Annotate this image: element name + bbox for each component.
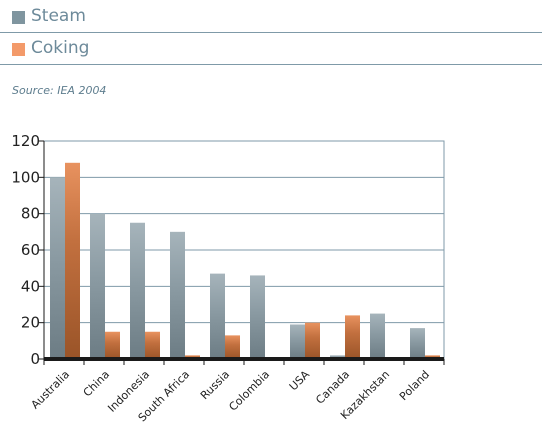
- bar-steam: [410, 328, 425, 359]
- bar-steam: [290, 324, 305, 359]
- y-tick-label: 0: [30, 350, 40, 368]
- bar-steam: [170, 231, 185, 359]
- legend-steam-swatch: [12, 11, 25, 24]
- legend-coking-swatch: [12, 43, 25, 56]
- x-category-label: Colombia: [226, 368, 272, 414]
- bar-steam: [130, 222, 145, 359]
- bar-coking: [105, 331, 120, 359]
- bar-coking: [345, 315, 360, 359]
- x-category-label: Poland: [397, 368, 432, 403]
- legend-steam: Steam: [0, 2, 542, 33]
- x-category-label: Australia: [29, 368, 73, 412]
- axis-layer: [38, 140, 445, 365]
- bar-steam: [90, 213, 105, 359]
- y-tick-label: 80: [21, 205, 40, 223]
- y-tick-label: 100: [11, 168, 40, 186]
- x-category-label: China: [81, 368, 112, 399]
- bar-steam: [250, 275, 265, 359]
- bar-steam: [370, 313, 385, 359]
- legend-coking: Coking: [0, 34, 542, 65]
- bar-coking: [225, 335, 240, 359]
- bar-steam: [210, 273, 225, 359]
- x-category-label: USA: [287, 368, 313, 394]
- y-tick-label: 120: [11, 132, 40, 150]
- y-tick-label: 20: [21, 314, 40, 332]
- legend-coking-label: Coking: [31, 38, 90, 58]
- legend-steam-label: Steam: [31, 6, 86, 26]
- source-note: Source: IEA 2004: [12, 84, 107, 97]
- bar-coking: [65, 162, 80, 359]
- y-tick-label: 40: [21, 277, 40, 295]
- bar-coking: [305, 322, 320, 359]
- bar-coking: [145, 331, 160, 359]
- y-tick-label: 60: [21, 241, 40, 259]
- bar-steam: [50, 177, 65, 359]
- x-category-label: Canada: [313, 368, 352, 407]
- bars-layer: [50, 162, 440, 359]
- x-category-label: Russia: [198, 368, 232, 402]
